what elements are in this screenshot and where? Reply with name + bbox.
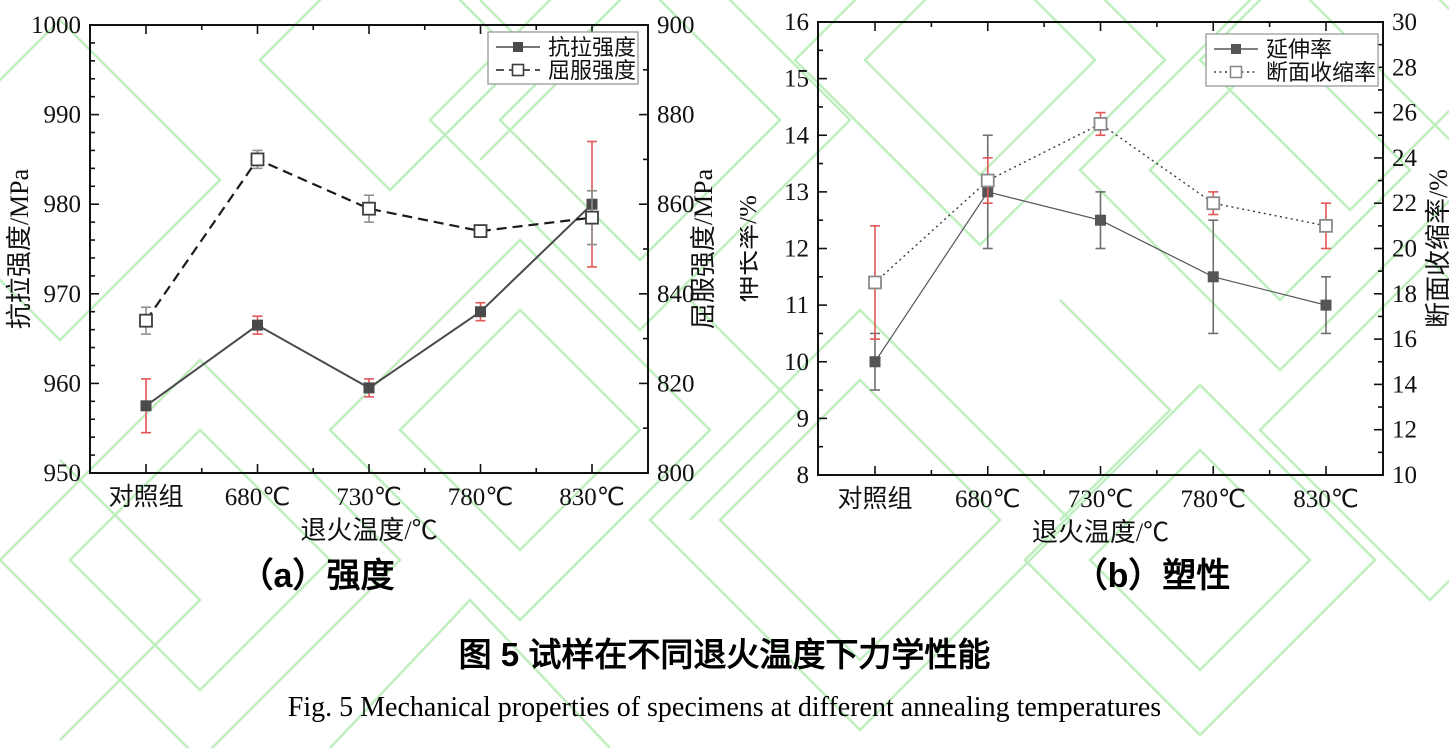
svg-text:10: 10 [784,349,809,376]
svg-text:28: 28 [1392,54,1417,81]
open-square-marker [139,313,153,328]
svg-text:860: 860 [657,191,695,218]
svg-text:680℃: 680℃ [225,484,291,511]
open-square-marker [473,224,488,238]
open-square-marker [980,173,995,188]
svg-text:15: 15 [784,66,809,93]
svg-text:20: 20 [1392,236,1417,263]
panel-caption-b: （b）塑性 [1073,557,1231,595]
svg-text:10: 10 [1392,462,1417,489]
svg-text:对照组: 对照组 [108,483,183,511]
axes [817,21,1384,476]
svg-text:14: 14 [784,122,810,149]
svg-text:820: 820 [657,370,695,397]
open-square-marker [1319,218,1333,233]
axis-labels: 8 9 10 11 12 13 14 15 16 10 12 14 16 18 20 22 24 26 28 30 对照… [740,9,1449,547]
svg-text:990: 990 [44,102,82,129]
open-square-marker [250,152,265,167]
svg-text:断面收缩率: 断面收缩率 [1266,60,1376,85]
svg-text:屈服强度/MPa: 屈服强度/MPa [689,168,718,329]
filled-square-marker [252,319,263,331]
svg-text:8: 8 [797,462,810,489]
svg-text:780℃: 780℃ [1180,486,1246,513]
svg-text:伸长率/%: 伸长率/% [740,195,762,302]
svg-text:对照组: 对照组 [837,485,912,513]
axes [89,24,649,474]
svg-text:9: 9 [797,405,810,432]
svg-text:12: 12 [1392,417,1417,444]
svg-text:延伸率: 延伸率 [1266,37,1332,62]
series-1 [140,140,598,434]
filled-square-marker [363,382,375,394]
svg-text:780℃: 780℃ [448,484,514,511]
axis-labels: 950 960 970 980 990 1000 800 820 840 860 880 900 对照组… [5,12,718,545]
filled-square-marker [1207,271,1219,283]
svg-text:16: 16 [784,9,809,36]
svg-text:900: 900 [657,12,695,39]
svg-text:退火温度/℃: 退火温度/℃ [1032,518,1169,547]
panel-caption-a: （a）强度 [239,557,395,595]
svg-text:16: 16 [1392,326,1417,353]
svg-text:13: 13 [784,179,809,206]
svg-text:22: 22 [1392,190,1417,217]
chart-plasticity: 8 9 10 11 12 13 14 15 16 10 12 14 16 18 20 22 24 26 28 30 对照… [740,9,1449,547]
series-2 [139,149,599,335]
svg-text:880: 880 [657,102,695,129]
series-1 [869,134,1332,391]
series-2 [868,111,1333,340]
filled-square-marker [140,400,152,412]
open-square-marker [1206,196,1221,211]
figure-caption-zh: 图 5 试样在不同退火温度下力学性能 [458,636,991,673]
svg-text:980: 980 [44,191,82,218]
svg-text:1000: 1000 [31,12,81,39]
svg-text:830℃: 830℃ [1293,486,1359,513]
figure-caption-en: Fig. 5 Mechanical properties of specimen… [287,692,1162,723]
svg-text:730℃: 730℃ [1068,486,1134,513]
filled-square-marker [475,306,486,318]
svg-text:830℃: 830℃ [559,484,625,511]
svg-text:970: 970 [44,281,82,308]
svg-text:26: 26 [1392,100,1417,127]
svg-text:730℃: 730℃ [336,484,402,511]
svg-text:800: 800 [657,460,695,487]
svg-text:14: 14 [1392,371,1418,398]
svg-text:950: 950 [44,460,82,487]
svg-text:退火温度/℃: 退火温度/℃ [300,516,437,545]
filled-square-marker [1095,214,1106,226]
svg-text:24: 24 [1392,145,1418,172]
svg-text:30: 30 [1392,9,1417,36]
open-square-marker [362,201,376,216]
filled-square-marker [1320,299,1332,311]
open-square-marker [868,275,882,290]
open-square-marker [585,210,599,225]
svg-text:680℃: 680℃ [955,486,1021,513]
svg-text:12: 12 [784,236,809,263]
svg-text:960: 960 [44,370,82,397]
chart-strength: 950 960 970 980 990 1000 800 820 840 860 880 900 对照组… [5,12,718,545]
svg-text:840: 840 [657,281,695,308]
svg-text:抗拉强度/MPa: 抗拉强度/MPa [5,168,34,329]
svg-text:抗拉强度: 抗拉强度 [548,35,636,60]
svg-text:18: 18 [1392,281,1417,308]
svg-text:断面收缩率/%: 断面收缩率/% [1424,169,1449,328]
open-square-marker [1093,117,1108,131]
filled-square-marker [869,356,881,368]
svg-text:11: 11 [785,292,809,319]
svg-text:屈服强度: 屈服强度 [548,58,636,83]
